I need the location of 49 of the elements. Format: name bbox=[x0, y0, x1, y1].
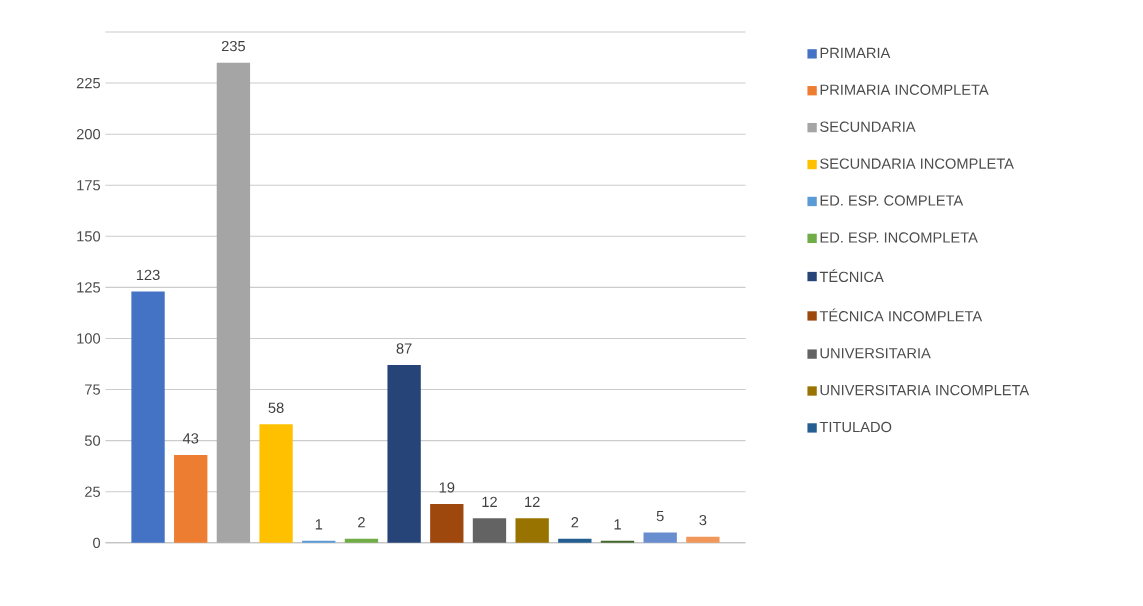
data-label: 43 bbox=[182, 433, 199, 444]
data-label: 87 bbox=[396, 343, 412, 354]
bar bbox=[216, 62, 251, 544]
data-label: 2 bbox=[358, 517, 365, 528]
legend-label: PRIMARIA bbox=[820, 48, 891, 59]
bar bbox=[643, 532, 677, 544]
y-tick-label: 125 bbox=[77, 282, 101, 293]
bar bbox=[558, 538, 592, 544]
bar bbox=[686, 536, 720, 544]
bar bbox=[430, 504, 464, 544]
bar bbox=[174, 455, 208, 544]
data-label: 1 bbox=[315, 519, 323, 530]
data-label: 3 bbox=[699, 515, 707, 526]
data-label: 235 bbox=[221, 41, 246, 52]
y-tick-label: 175 bbox=[77, 180, 101, 191]
bar bbox=[515, 518, 549, 544]
bar bbox=[131, 291, 165, 544]
y-tick-label: 0 bbox=[93, 537, 101, 549]
y-tick-label: 75 bbox=[85, 384, 101, 395]
y-tick-label: 100 bbox=[77, 333, 101, 344]
legend-label: ED. ESP. COMPLETA bbox=[820, 195, 964, 206]
bar bbox=[259, 424, 293, 544]
data-label: 123 bbox=[136, 269, 160, 281]
y-tick-label: 50 bbox=[84, 435, 101, 447]
data-label: 12 bbox=[482, 496, 497, 508]
y-tick-label: 225 bbox=[76, 78, 101, 89]
bar bbox=[302, 541, 336, 544]
data-label: 2 bbox=[571, 517, 579, 528]
y-tick-label: 200 bbox=[76, 129, 101, 140]
legend-label: PRIMARIA INCOMPLETA bbox=[820, 84, 989, 96]
data-label: 1 bbox=[614, 519, 621, 530]
bar bbox=[344, 538, 379, 544]
bar bbox=[387, 365, 421, 544]
legend-label: TÉCNICA INCOMPLETA bbox=[819, 308, 983, 322]
legend-label: UNIVERSITARIA bbox=[820, 348, 931, 359]
legend-label: SECUNDARIA bbox=[820, 121, 916, 133]
legend-label: SECUNDARIA INCOMPLETA bbox=[820, 158, 1014, 170]
legend-label: UNIVERSITARIA INCOMPLETA bbox=[820, 385, 1030, 396]
data-label: 58 bbox=[268, 402, 284, 414]
y-tick-label: 25 bbox=[85, 486, 101, 498]
bar bbox=[600, 541, 635, 544]
data-label: 5 bbox=[656, 511, 664, 522]
legend-label: ED. ESP. INCOMPLETA bbox=[820, 232, 978, 243]
legend-label: TÉCNICA bbox=[819, 269, 884, 283]
y-tick-label: 150 bbox=[77, 231, 101, 242]
data-label: 12 bbox=[525, 496, 540, 508]
legend-label: TITULADO bbox=[819, 422, 892, 433]
bar bbox=[472, 518, 507, 544]
data-label: 19 bbox=[439, 482, 455, 493]
